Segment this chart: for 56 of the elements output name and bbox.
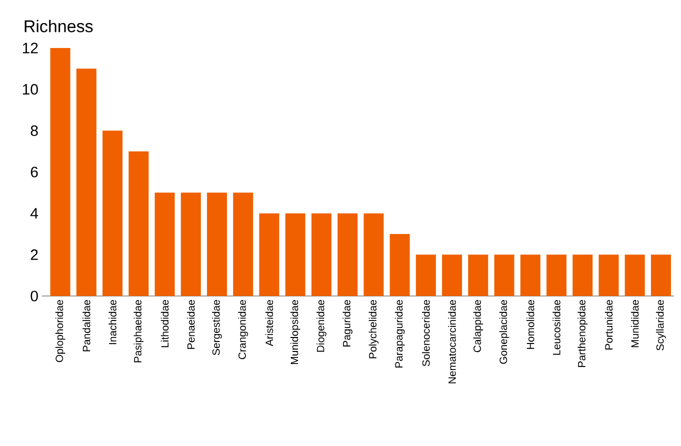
bar	[102, 130, 123, 296]
x-tick-label: Leucosiidae	[552, 300, 560, 355]
bar	[572, 254, 593, 296]
x-tick-label: Homolidae	[526, 300, 534, 349]
x-tick-label: Pasiphaeidae	[134, 300, 144, 362]
x-tick-label: Oplophoridae	[55, 300, 66, 362]
bar	[180, 192, 201, 296]
x-tick-label: Lithodidae	[160, 300, 169, 348]
x-tick-label: Aristeidae	[265, 300, 274, 346]
x-tick-label: Crangonidae	[238, 300, 248, 360]
x-tick-label: Pandalidae	[82, 300, 90, 352]
y-tick-label: 2	[30, 249, 38, 260]
bar	[520, 254, 540, 296]
bar	[128, 151, 149, 296]
bar	[259, 213, 280, 296]
bar	[154, 192, 175, 296]
bar	[285, 213, 306, 296]
x-tick-label: Goneplacidae	[499, 300, 510, 364]
bar	[50, 48, 70, 296]
bar	[338, 213, 358, 296]
bar	[468, 254, 488, 296]
x-tick-label: Calappidae	[473, 300, 484, 352]
x-tick-label: Munidopsidae	[290, 300, 300, 364]
bar	[390, 234, 410, 296]
y-tick-label: 0	[30, 290, 38, 302]
x-tick-label: Parthenopidae	[578, 300, 588, 367]
bar	[416, 254, 436, 296]
chart-title: Richness	[24, 20, 93, 32]
x-tick-label: Paguridae	[342, 300, 352, 347]
bar	[76, 68, 96, 296]
x-tick-label: Polychelidae	[368, 300, 379, 358]
bar	[650, 254, 671, 296]
bar	[311, 213, 332, 296]
x-tick-label: Parapaguridae	[394, 300, 405, 368]
x-tick-label: Scyllaridae	[656, 300, 666, 350]
x-tick-label: Munididae	[630, 300, 639, 348]
y-tick-label: 4	[30, 208, 38, 218]
bar	[598, 254, 619, 296]
x-tick-label: Sergestidae	[212, 300, 222, 356]
bar	[442, 254, 462, 296]
bar	[546, 254, 566, 296]
bar	[364, 213, 384, 296]
y-tick-label: 10	[22, 84, 38, 95]
y-tick-label: 6	[30, 166, 38, 178]
x-tick-label: Solenoceridae	[422, 300, 430, 366]
x-tick-label: Nematocarcinidae	[448, 300, 456, 384]
bar	[624, 254, 645, 296]
y-tick-label: 8	[30, 125, 38, 136]
x-tick-label: Penaeidae	[187, 300, 195, 349]
y-tick-label: 12	[22, 42, 38, 54]
bar	[206, 192, 227, 296]
x-tick-label: Portunidae	[604, 300, 613, 350]
bar	[494, 254, 514, 296]
x-tick-label: Inachidae	[108, 300, 116, 344]
x-tick-label: Diogenidae	[316, 300, 326, 352]
bar	[233, 192, 254, 296]
